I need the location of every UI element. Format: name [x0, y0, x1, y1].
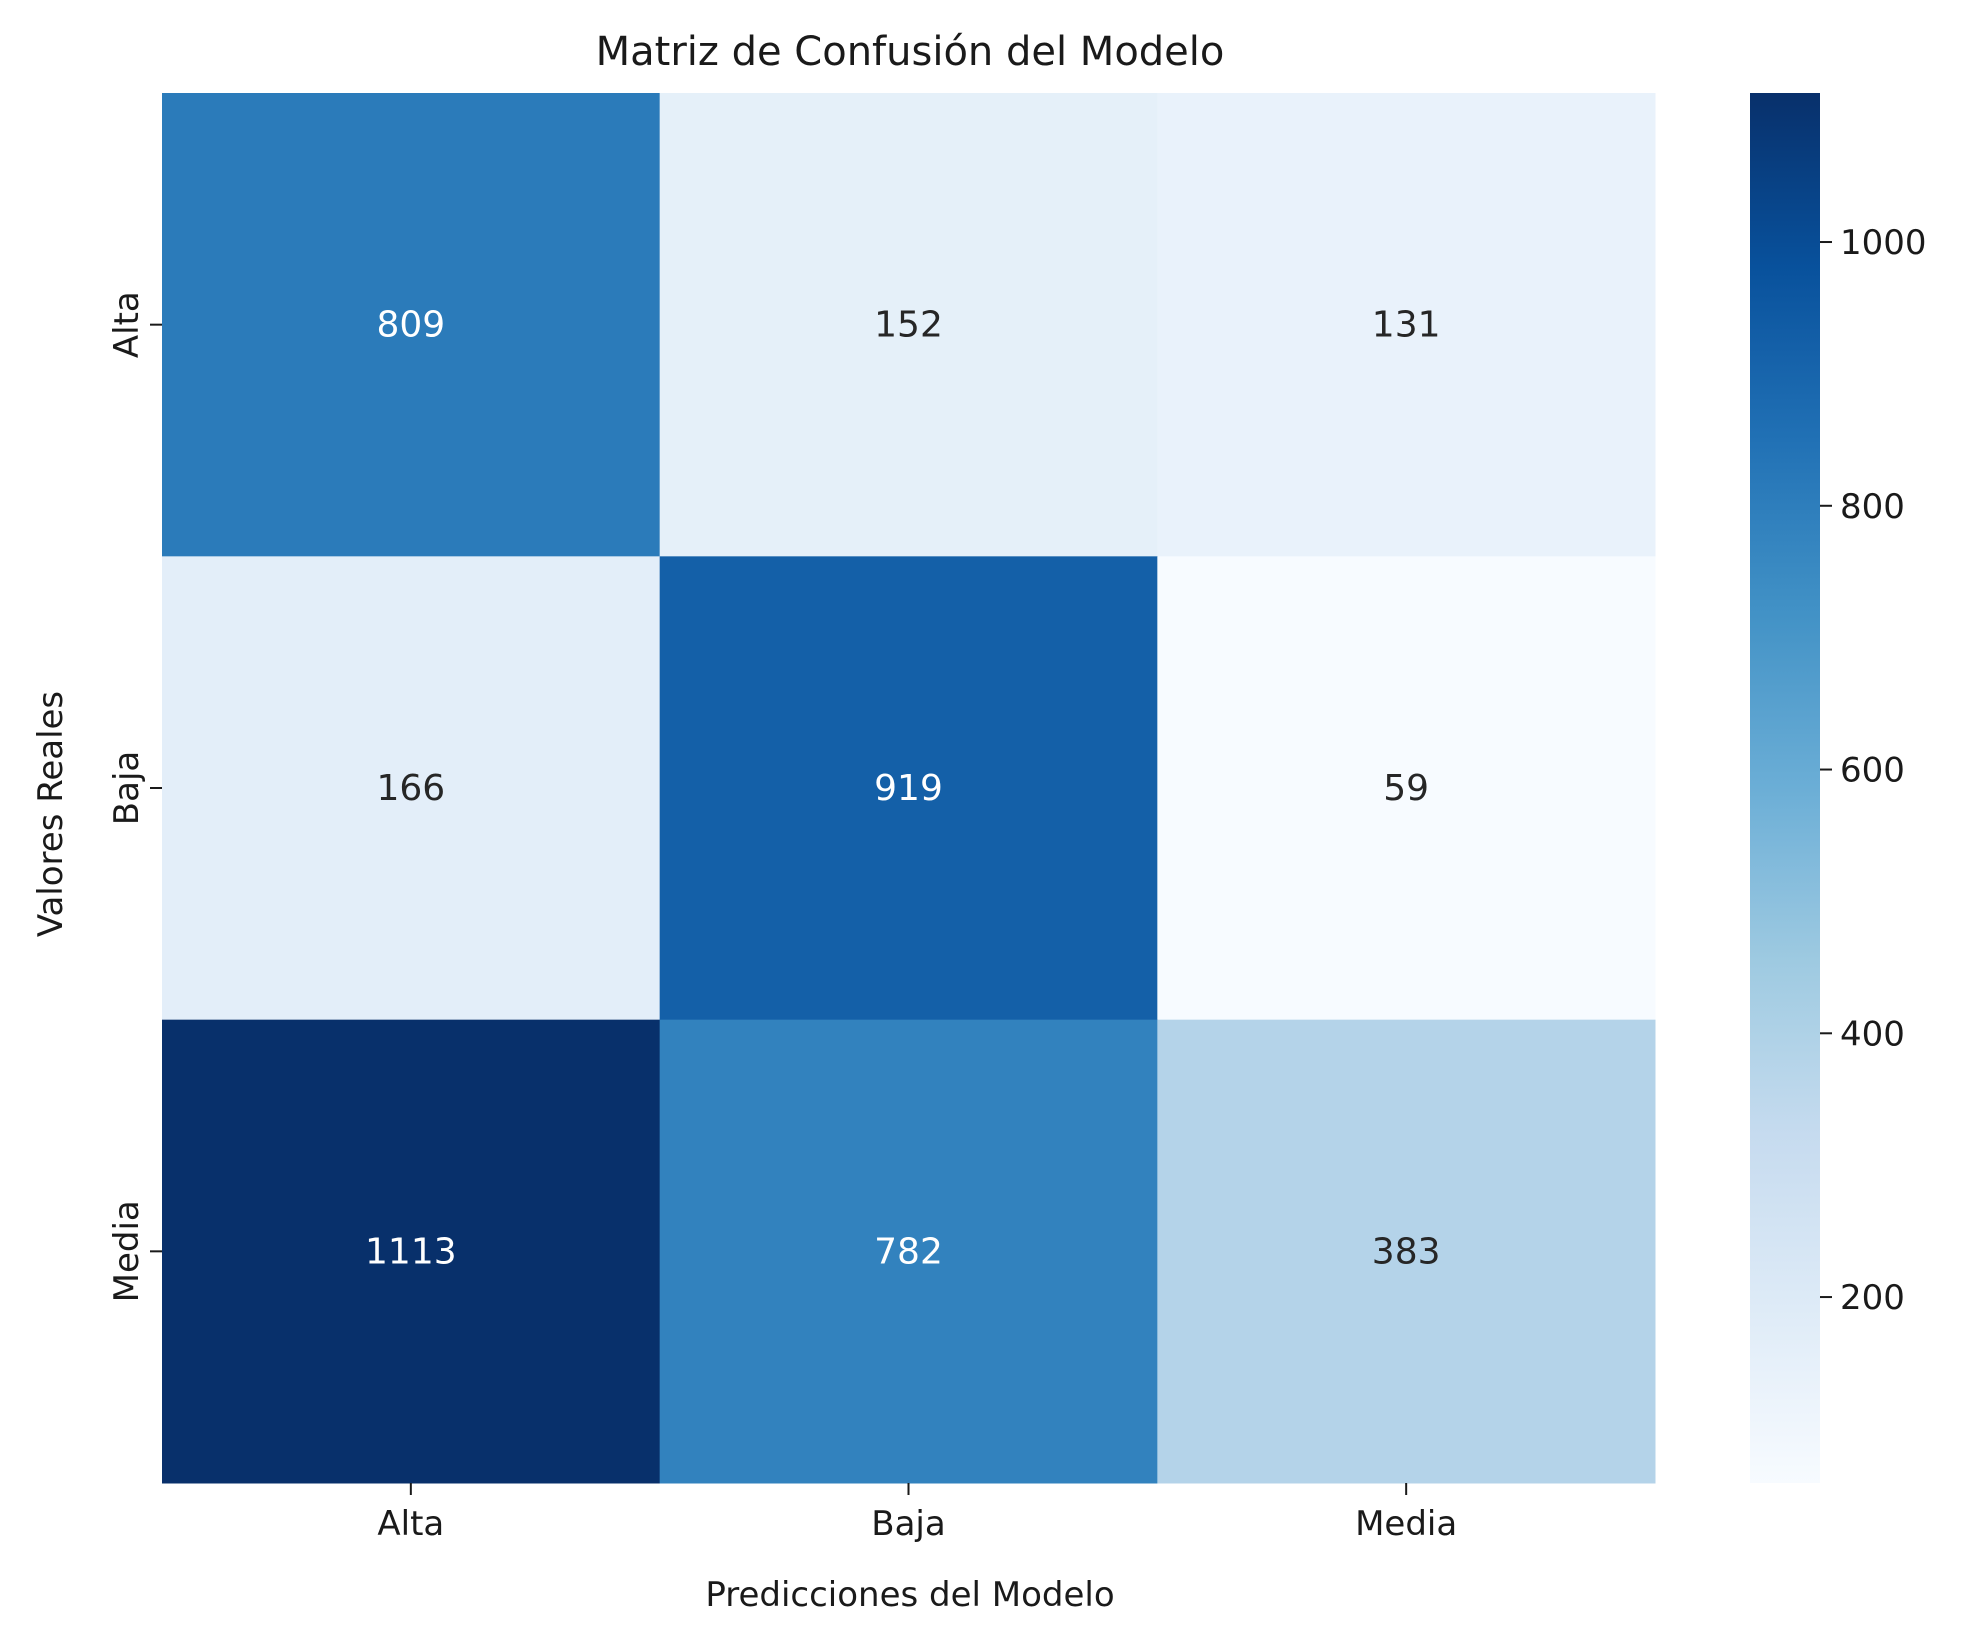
y-axis: Alta Baja Media: [107, 291, 162, 1302]
cell-value-label: 809: [376, 305, 445, 346]
x-axis: Alta Baja Media: [377, 1483, 1457, 1544]
colorbar-tick-label: 200: [1840, 1278, 1905, 1318]
heatmap-cell: [162, 556, 661, 1021]
heatmap-cell: [659, 1019, 1158, 1484]
colorbar: [1750, 93, 1820, 1483]
cell-value-label: 919: [874, 768, 943, 809]
y-tick-label: Media: [107, 1200, 147, 1302]
cell-value-label: 131: [1372, 305, 1441, 346]
y-tick-label: Alta: [107, 291, 147, 358]
cell-value-label: 782: [874, 1231, 943, 1272]
heatmap-cell: [1157, 556, 1656, 1021]
y-axis-label: Valores Reales: [31, 691, 71, 937]
cell-value-label: 152: [874, 305, 943, 346]
x-tick-label: Baja: [871, 1504, 945, 1544]
cell-value-label: 383: [1372, 1231, 1441, 1272]
cell-value-label: 1113: [365, 1231, 457, 1272]
cell-value-label: 166: [376, 768, 445, 809]
colorbar-tick-label: 800: [1840, 487, 1905, 527]
heatmap-cell-labels: 809 152 131 166 919 59 1113 782 383: [365, 305, 1441, 1273]
colorbar-tick-label: 1000: [1840, 223, 1927, 263]
cell-value-label: 59: [1383, 768, 1429, 809]
x-axis-label: Predicciones del Modelo: [705, 1575, 1114, 1615]
y-tick-label: Baja: [107, 751, 147, 825]
x-tick-label: Alta: [377, 1504, 444, 1544]
heatmap-cell: [162, 1019, 661, 1484]
heatmap-cells: [162, 93, 1656, 1484]
heatmap-cell: [1157, 93, 1656, 557]
colorbar-tick-label: 600: [1840, 751, 1905, 791]
x-tick-label: Media: [1355, 1504, 1457, 1544]
heatmap-cell: [659, 93, 1158, 557]
heatmap-cell: [162, 93, 661, 557]
chart-title: Matriz de Confusión del Modelo: [596, 29, 1225, 75]
colorbar-ticks: 200 400 600 800 1000: [1820, 223, 1927, 1318]
colorbar-tick-label: 400: [1840, 1014, 1905, 1054]
heatmap-cell: [659, 556, 1158, 1021]
heatmap-cell: [1157, 1019, 1656, 1484]
